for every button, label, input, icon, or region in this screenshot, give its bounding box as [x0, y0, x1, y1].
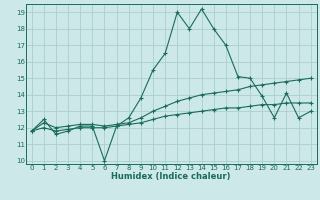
X-axis label: Humidex (Indice chaleur): Humidex (Indice chaleur)	[111, 172, 231, 181]
